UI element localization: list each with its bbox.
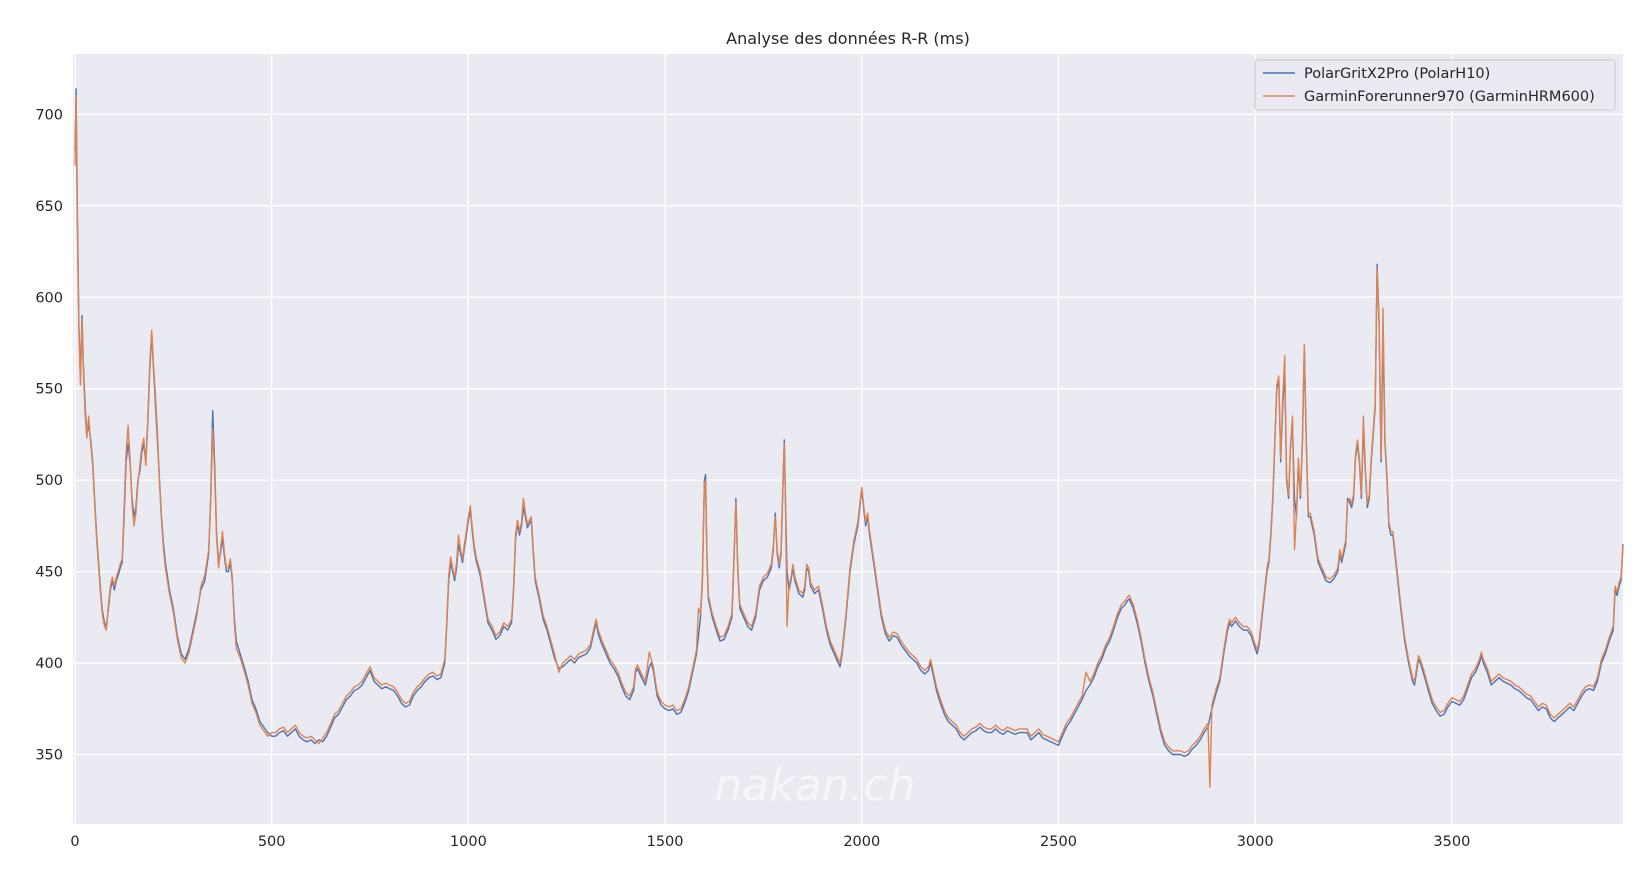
x-tick-label: 0 <box>70 834 79 850</box>
y-tick-label: 350 <box>35 747 63 763</box>
x-tick-label: 1500 <box>647 834 684 850</box>
y-tick-label: 500 <box>35 473 63 489</box>
x-tick-label: 3000 <box>1237 834 1274 850</box>
series-layer <box>74 88 1624 789</box>
y-tick-label: 450 <box>35 565 63 581</box>
tick-labels: 0 500 1000 1500 2000 2500 3000 3500 350 400 450 500… <box>35 107 1470 850</box>
legend: PolarGritX2Pro (PolarH10) GarminForerunn… <box>1254 59 1616 111</box>
chart-title: Analyse des données R-R (ms) <box>726 29 970 48</box>
watermark-text: nakan.ch <box>714 760 915 811</box>
x-tick-label: 500 <box>258 834 286 850</box>
x-tick-label: 1000 <box>450 834 487 850</box>
y-tick-label: 600 <box>35 290 63 306</box>
y-tick-label: 650 <box>35 199 63 215</box>
legend-label-garmin: GarminForerunner970 (GarminHRM600) <box>1304 89 1595 105</box>
legend-label-polar: PolarGritX2Pro (PolarH10) <box>1304 66 1490 82</box>
x-tick-label: 2000 <box>843 834 880 850</box>
grid-lines <box>73 54 1623 824</box>
y-tick-label: 550 <box>35 382 63 398</box>
watermark: nakan.ch <box>714 760 915 811</box>
series-line-garmin <box>74 95 1624 789</box>
x-tick-label: 3500 <box>1433 834 1470 850</box>
x-tick-label: 2500 <box>1040 834 1077 850</box>
legend-box <box>1254 59 1616 111</box>
y-tick-label: 400 <box>35 656 63 672</box>
plot-background <box>73 54 1623 824</box>
y-tick-label: 700 <box>35 107 63 123</box>
